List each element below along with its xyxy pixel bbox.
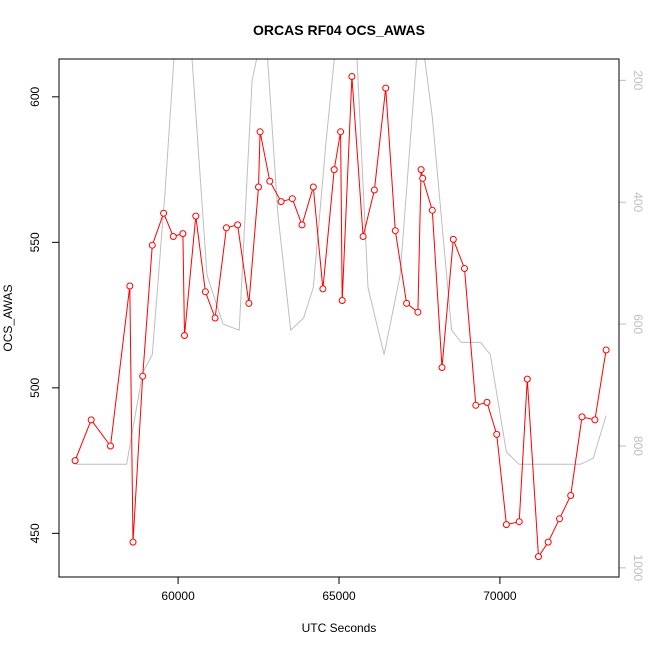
data-point [338, 297, 346, 304]
data-point [256, 128, 264, 136]
data-point [126, 282, 134, 290]
data-point [578, 413, 586, 421]
y2-tick-label: 1000 [631, 555, 645, 582]
data-point [201, 288, 209, 296]
data-point [319, 285, 327, 293]
data-point [602, 346, 610, 354]
chart-title: ORCAS RF04 OCS_AWAS [253, 22, 425, 38]
data-point [502, 521, 510, 529]
data-point [535, 553, 542, 561]
data-point [414, 308, 422, 316]
y2-tick-label: 400 [631, 192, 645, 212]
data-point [461, 265, 468, 272]
data-point [222, 224, 230, 232]
data-point [169, 233, 177, 240]
data-point [211, 314, 219, 322]
secondary-series-line [75, 59, 607, 465]
data-point [87, 416, 95, 424]
x-tick-label: 70000 [483, 589, 517, 603]
data-point [245, 299, 253, 307]
data-point [483, 398, 491, 406]
data-point [391, 227, 399, 235]
data-point [428, 206, 436, 214]
data-point [71, 457, 79, 465]
data-point [370, 186, 378, 194]
data-point [309, 183, 317, 191]
data-point [515, 518, 523, 526]
data-point [337, 128, 345, 136]
data-point [523, 375, 531, 383]
data-point [472, 401, 480, 409]
plot-frame [58, 58, 620, 578]
data-point [359, 233, 367, 240]
data-point [438, 364, 446, 371]
y-tick-label: 500 [28, 378, 42, 398]
y2-tick-label: 800 [631, 436, 645, 456]
data-point [330, 166, 338, 174]
x-axis-label: UTC Seconds [302, 621, 377, 635]
data-point [348, 73, 356, 80]
data-point [298, 221, 306, 229]
x-tick-label: 60000 [161, 589, 195, 603]
data-point [403, 299, 411, 307]
data-point [234, 221, 242, 229]
data-point [556, 515, 563, 523]
secondary-series-layer [75, 59, 607, 465]
data-point [277, 198, 285, 206]
x-tick-label: 65000 [322, 589, 356, 603]
y-axis-label: OCS_AWAS [1, 284, 15, 351]
data-point [148, 241, 156, 249]
y2-tick-label: 600 [631, 314, 645, 334]
y-tick-label: 450 [28, 523, 42, 543]
data-point [567, 492, 575, 499]
y-tick-label: 550 [28, 232, 42, 252]
data-point [288, 195, 296, 203]
data-point [382, 84, 390, 92]
data-point [449, 235, 457, 243]
data-point [107, 442, 114, 450]
data-point [139, 372, 147, 380]
y-tick-label: 600 [28, 86, 42, 106]
data-point [129, 538, 137, 546]
data-point [419, 174, 427, 182]
data-point [255, 183, 262, 191]
axes-layer: 60000 65000 70000 450 500 550 600 200 400 600 800 1… [28, 70, 645, 603]
primary-series-layer [71, 73, 610, 561]
y2-tick-label: 200 [631, 70, 645, 90]
data-point [493, 430, 501, 438]
data-point [179, 230, 187, 238]
data-point [591, 416, 599, 424]
data-point [181, 332, 188, 339]
data-point [192, 212, 200, 220]
data-point [266, 177, 274, 185]
data-point [417, 166, 425, 174]
data-point [160, 209, 168, 217]
data-point [544, 538, 552, 546]
